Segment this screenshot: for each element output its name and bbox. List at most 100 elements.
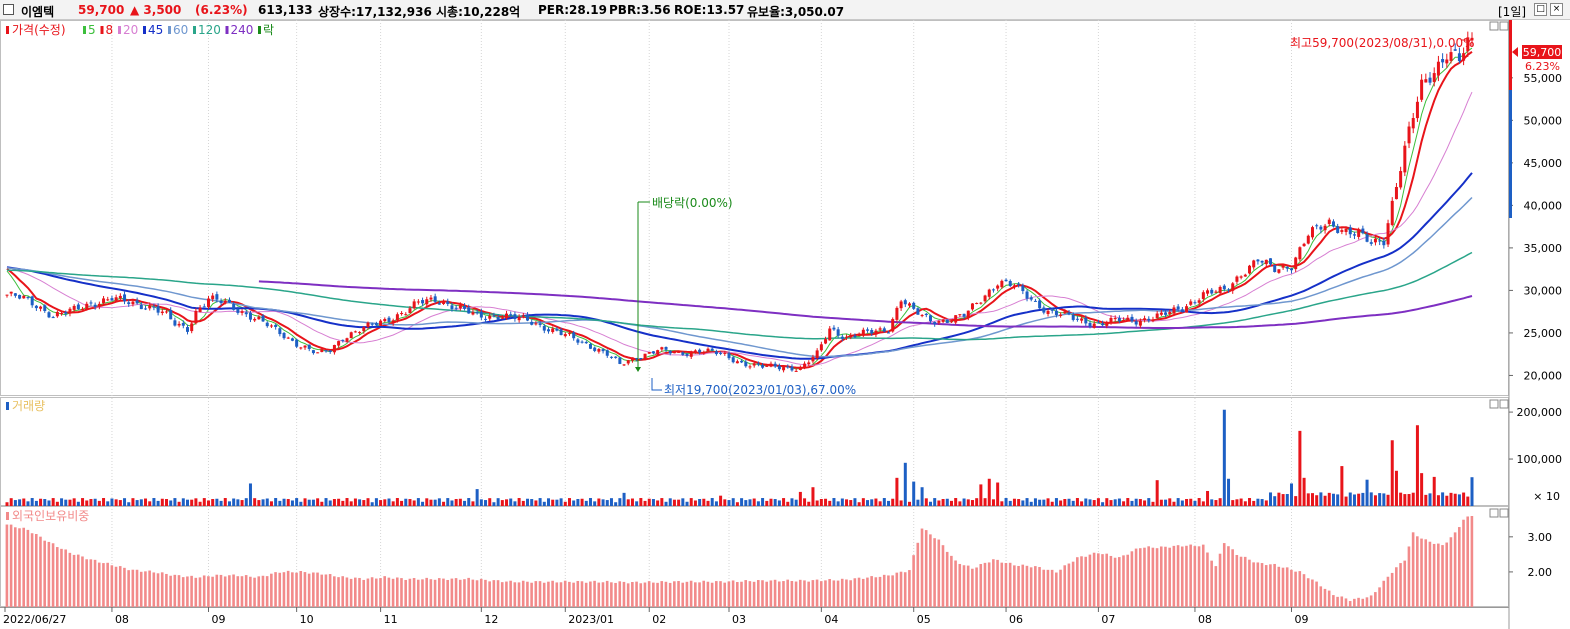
volume-bar	[1365, 479, 1369, 506]
foreign-bar	[1361, 598, 1365, 607]
volume-bar	[882, 498, 886, 506]
foreign-bar	[1462, 519, 1465, 607]
x-tick-label: 09	[1294, 613, 1308, 626]
volume-bar	[97, 500, 101, 506]
panel-restore-icon[interactable]	[1489, 399, 1499, 409]
volume-tick-label: 200,000	[1517, 406, 1563, 419]
volume-panel-controls[interactable]	[1489, 399, 1509, 409]
foreign-bar	[463, 579, 466, 607]
foreign-bar	[1344, 598, 1348, 607]
candle-body	[1457, 53, 1461, 62]
candle-body	[479, 311, 483, 318]
candle-body	[366, 322, 370, 328]
foreign-bar	[1290, 569, 1293, 607]
foreign-bar	[937, 539, 941, 607]
volume-bar	[442, 501, 446, 506]
foreign-bar	[1029, 567, 1033, 607]
foreign-panel-controls[interactable]	[1489, 508, 1509, 518]
foreign-bar	[194, 577, 198, 607]
foreign-bar	[471, 579, 475, 607]
volume-bar	[1222, 409, 1226, 506]
candle-body	[1012, 285, 1016, 288]
volume-bar	[257, 500, 261, 506]
stock-name[interactable]: 이엠텍	[21, 5, 55, 19]
panel-close-icon[interactable]	[1499, 399, 1509, 409]
candle-body	[1130, 316, 1134, 322]
candle-body	[1071, 314, 1075, 320]
volume-bar	[773, 499, 777, 506]
volume-bar	[840, 498, 844, 506]
panel-close-icon[interactable]	[1499, 508, 1509, 518]
x-tick-label: 2023/01	[568, 613, 614, 626]
volume-bar	[668, 498, 672, 506]
foreign-bar	[639, 583, 643, 607]
candle-body	[916, 308, 920, 315]
foreign-bar	[127, 570, 130, 607]
candle-body	[1231, 283, 1235, 291]
foreign-bar	[1222, 543, 1226, 607]
candle-body	[484, 318, 488, 320]
candle-body	[899, 301, 903, 309]
candle-body	[303, 345, 307, 348]
foreign-bar	[257, 576, 261, 607]
scroll-indicator[interactable]	[1509, 20, 1512, 218]
panel-close-icon[interactable]	[1499, 21, 1509, 31]
foreign-bar	[295, 572, 298, 607]
price-panel-controls[interactable]	[1489, 21, 1509, 31]
candle-body	[954, 315, 958, 323]
foreign-bar	[299, 570, 303, 607]
volume-bar	[1411, 492, 1415, 506]
period-selector[interactable]: [1일]	[1498, 5, 1527, 19]
volume-bar	[446, 498, 450, 506]
volume-bar	[639, 498, 643, 506]
volume-bar	[18, 499, 22, 506]
foreign-bar	[987, 562, 991, 607]
foreign-bar	[492, 580, 496, 607]
volume-bar	[966, 499, 970, 506]
price-change: ▲ 3,500	[130, 3, 182, 17]
foreign-bar	[526, 581, 529, 607]
market-cap: 시총:10,228억	[436, 5, 521, 19]
candle-body	[5, 294, 9, 296]
foreign-bar	[1252, 562, 1255, 607]
select-checkbox[interactable]	[3, 4, 14, 15]
ma-legend-swatch	[168, 26, 171, 34]
candle-body	[387, 317, 391, 322]
candle-body	[761, 365, 765, 368]
foreign-bar	[442, 578, 445, 607]
price-tick-label: 20,000	[1524, 369, 1563, 382]
foreign-bar	[1151, 547, 1155, 607]
panel-restore-icon[interactable]	[1489, 508, 1499, 518]
candle-body	[597, 349, 601, 352]
candle-body	[437, 303, 441, 305]
foreign-bar	[899, 571, 903, 607]
foreign-bar	[362, 579, 366, 607]
restore-icon[interactable]: □	[1534, 3, 1547, 16]
foreign-bar	[76, 554, 80, 607]
stock-chart[interactable]: 20,000 25,000 30,000 35,000 40,000 45,000 50,0…	[0, 20, 1570, 629]
candle-body	[1470, 37, 1474, 41]
volume-bar	[937, 500, 941, 506]
volume-bar	[551, 499, 555, 506]
candle-body	[1256, 259, 1260, 262]
foreign-bar	[593, 580, 596, 607]
panel-restore-icon[interactable]	[1489, 21, 1499, 31]
volume-bar	[387, 498, 391, 506]
candle-body	[924, 313, 928, 316]
foreign-bar	[89, 559, 93, 607]
candle-body	[295, 339, 299, 347]
candle-body	[1227, 289, 1231, 291]
candle-body	[1117, 318, 1121, 322]
volume-bar	[1122, 501, 1126, 506]
candle-body	[1084, 317, 1088, 324]
candle-body	[1365, 234, 1369, 242]
candle-body	[782, 367, 786, 371]
close-icon[interactable]: ×	[1550, 3, 1563, 16]
foreign-bar	[1432, 543, 1436, 607]
foreign-bar	[1235, 554, 1239, 607]
candle-body	[1289, 268, 1293, 271]
volume-bar	[853, 498, 857, 506]
candle-body	[1189, 301, 1193, 305]
candle-body	[521, 315, 525, 317]
volume-bar	[1277, 492, 1281, 506]
